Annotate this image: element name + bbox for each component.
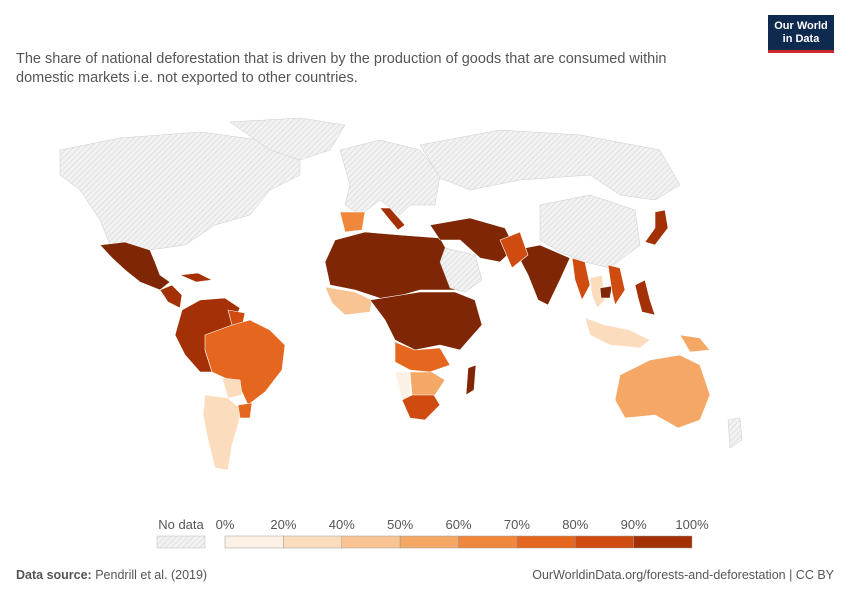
region-pakistan[interactable]: [499, 231, 529, 269]
region-australia[interactable]: [614, 354, 711, 429]
legend-bin[interactable]: [516, 535, 576, 549]
credit-link[interactable]: OurWorldinData.org/forests-and-deforesta…: [532, 568, 834, 582]
region-angola-zambia[interactable]: [394, 341, 451, 373]
region-argentina-chile[interactable]: [202, 394, 243, 471]
region-mexico[interactable]: [99, 241, 171, 291]
legend-bin[interactable]: [399, 535, 459, 549]
region-west-africa[interactable]: [324, 286, 373, 316]
legend-tick-label: 100%: [675, 517, 709, 532]
region-india[interactable]: [514, 244, 571, 306]
legend-tick-label: 50%: [387, 517, 413, 532]
logo-line-2: in Data: [782, 33, 820, 45]
region-spain[interactable]: [339, 211, 366, 233]
legend-no-data-swatch: [156, 535, 206, 549]
legend-bin[interactable]: [283, 535, 342, 549]
region-vietnam[interactable]: [607, 264, 626, 306]
owid-logo[interactable]: Our World in Data: [768, 15, 834, 53]
region-cambodia[interactable]: [599, 285, 613, 299]
region-brazil[interactable]: [204, 319, 286, 406]
legend-bin[interactable]: [458, 535, 518, 549]
legend-tick-label: 90%: [621, 517, 647, 532]
region-north-africa[interactable]: [324, 231, 456, 301]
region-italy[interactable]: [379, 207, 406, 231]
legend-tick-label: 60%: [445, 517, 471, 532]
legend-bin[interactable]: [633, 535, 693, 549]
region-philippines[interactable]: [634, 279, 656, 316]
data-source-label: Data source:: [16, 568, 92, 582]
region-central-africa[interactable]: [369, 291, 483, 351]
region-cuba[interactable]: [179, 272, 213, 283]
legend-tick-label: 20%: [270, 517, 296, 532]
region-russia[interactable]: [419, 129, 681, 201]
region-myanmar[interactable]: [571, 257, 591, 301]
region-paraguay[interactable]: [221, 377, 243, 399]
legend-tick-label: 70%: [504, 517, 530, 532]
region-thailand[interactable]: [589, 274, 606, 309]
region-japan[interactable]: [644, 209, 669, 246]
data-source-text: Pendrill et al. (2019): [95, 568, 208, 582]
legend-tick-label: 40%: [329, 517, 355, 532]
region-north-america[interactable]: [59, 131, 301, 251]
data-source: Data source: Pendrill et al. (2019): [16, 568, 207, 582]
legend-bin[interactable]: [575, 535, 634, 549]
region-central-america[interactable]: [159, 284, 183, 309]
legend-tick-label: 0%: [216, 517, 235, 532]
region-uruguay[interactable]: [237, 402, 253, 419]
region-europe[interactable]: [339, 139, 441, 216]
chart-subtitle: The share of national deforestation that…: [16, 51, 667, 86]
region-png[interactable]: [679, 334, 711, 353]
legend-bin[interactable]: [224, 535, 284, 549]
legend-tick-label: 80%: [562, 517, 588, 532]
region-saudi-arabia[interactable]: [439, 247, 483, 293]
region-botswana-zimbabwe[interactable]: [409, 371, 446, 396]
region-middle-east[interactable]: [429, 217, 516, 263]
region-indonesia[interactable]: [584, 317, 651, 349]
logo-line-1: Our World: [774, 20, 828, 32]
region-greenland[interactable]: [229, 117, 346, 161]
legend-no-data-label: No data: [158, 517, 204, 532]
region-new-zealand[interactable]: [727, 417, 743, 449]
region-madagascar[interactable]: [465, 364, 477, 396]
legend-bin[interactable]: [341, 535, 401, 549]
